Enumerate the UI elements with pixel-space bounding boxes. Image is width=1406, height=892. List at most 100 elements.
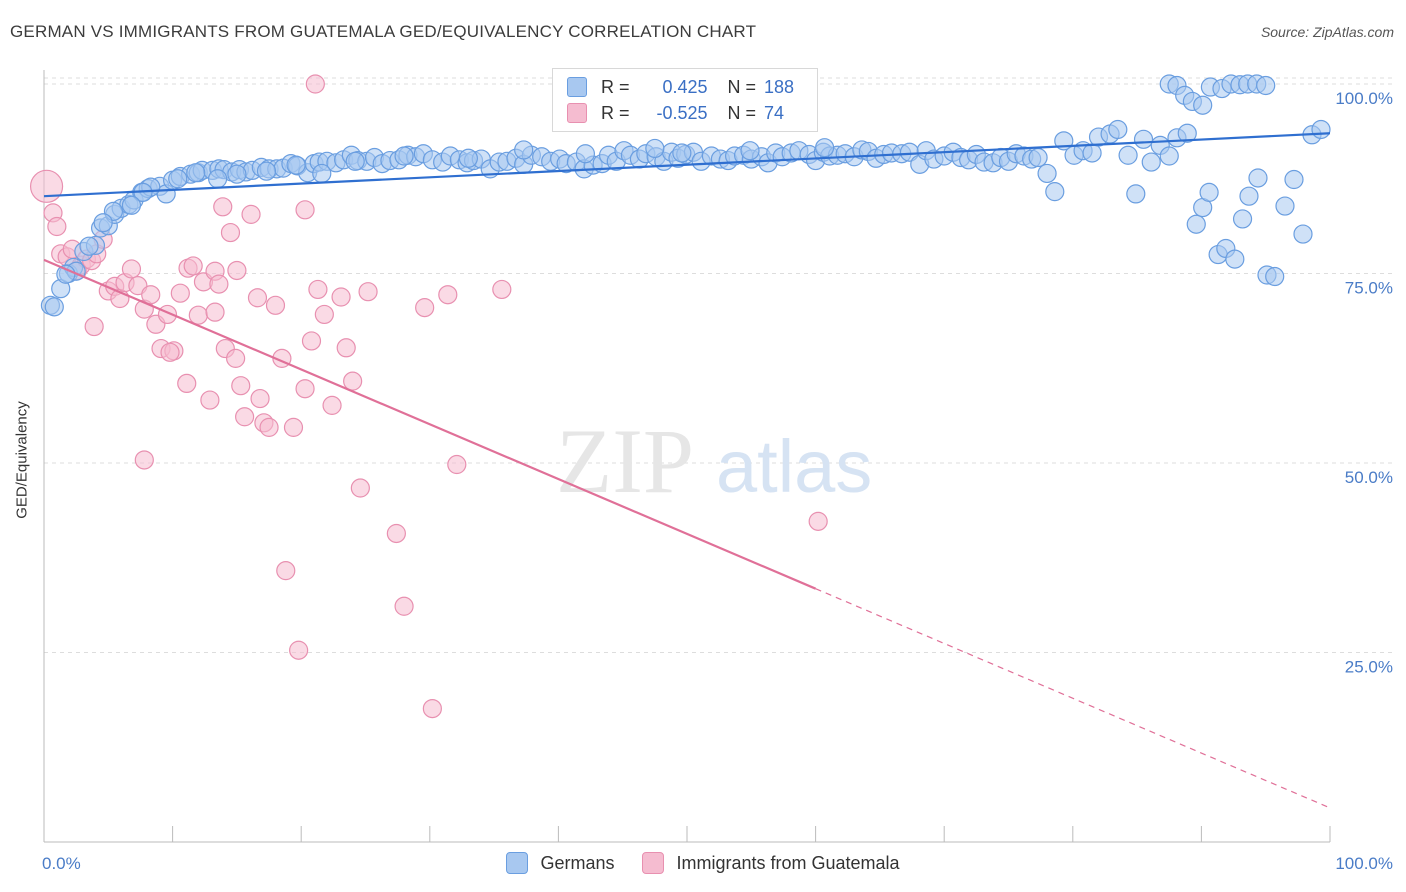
guatemala-point [188, 305, 208, 325]
german-point [345, 151, 365, 171]
guatemala-point [226, 348, 246, 368]
german-point [1256, 75, 1276, 96]
guatemala-point [343, 371, 363, 391]
n-value: 188 [764, 76, 795, 97]
legend-item-guatemala[interactable]: Immigrants from Guatemala [642, 852, 900, 874]
guatemala-point [209, 274, 229, 294]
guatemala-point [295, 379, 315, 399]
german-point [815, 138, 835, 158]
guatemala-point [438, 285, 458, 305]
guatemala-point [170, 283, 190, 303]
trend-line-guatemala-extrapolated [815, 588, 1331, 809]
germans-legend-label: Germans [540, 852, 615, 873]
german-point [1126, 184, 1146, 204]
german-point [186, 163, 206, 183]
guatemala-point [301, 331, 322, 351]
german-point [44, 297, 64, 317]
german-point [227, 164, 247, 184]
german-point [1037, 163, 1057, 184]
guatemala-point [247, 288, 268, 308]
guatemala-legend-label: Immigrants from Guatemala [676, 852, 900, 873]
guatemala-point [276, 561, 296, 581]
guatemala-point [283, 417, 304, 437]
guatemala-point [808, 511, 828, 531]
guatemala-point [47, 216, 67, 237]
german-point [645, 138, 665, 159]
german-point [1293, 224, 1313, 244]
german-point [575, 144, 596, 164]
x-tick-label: 0.0% [42, 854, 81, 873]
guatemala-point [183, 256, 203, 276]
german-point [1159, 146, 1179, 166]
x-tick-label: 100.0% [1335, 854, 1393, 873]
german-point [740, 141, 760, 161]
watermark-atlas: atlas [716, 425, 872, 508]
series-legend: Germans Immigrants from Guatemala [0, 852, 1406, 874]
guatemala-point [308, 279, 328, 300]
guatemala-point [415, 298, 435, 318]
guatemala-point [121, 259, 142, 279]
correlation-legend: R = 0.425 N = 188 R = -0.525 N = 74 [552, 68, 818, 132]
german-point [1232, 209, 1253, 229]
german-point [168, 169, 188, 189]
y-tick-label: 75.0% [1345, 279, 1393, 298]
y-tick-label: 100.0% [1335, 89, 1393, 108]
tick-labels: 25.0% 50.0% 75.0% 100.0% 0.0% 100.0% [42, 89, 1393, 873]
guatemala-point [265, 295, 286, 315]
guatemala-point [336, 338, 356, 358]
r-label: R = [601, 102, 630, 123]
german-point [1045, 182, 1065, 202]
german-point [1133, 129, 1154, 149]
guatemala-point [422, 698, 442, 719]
german-point [1239, 186, 1259, 206]
german-point [1141, 152, 1161, 172]
guatemala-point [305, 74, 325, 94]
guatemala-swatch [567, 103, 587, 123]
german-point [514, 140, 534, 160]
r-value: -0.525 [656, 102, 708, 123]
guatemala-point [29, 169, 64, 203]
germans-legend-swatch [506, 852, 529, 874]
r-label: R = [601, 76, 630, 97]
guatemala-point [235, 407, 255, 427]
trend-lines [43, 132, 1331, 809]
german-point [1284, 169, 1304, 190]
guatemala-point [84, 316, 104, 337]
guatemala-point [250, 388, 270, 409]
german-point [1265, 266, 1285, 287]
guatemala-point [259, 417, 279, 437]
guatemala-point [386, 523, 406, 544]
guatemala-points [29, 74, 828, 719]
guatemala-point [177, 373, 197, 394]
y-tick-label: 25.0% [1345, 658, 1393, 677]
guatemala-point [200, 390, 220, 410]
n-value: 74 [764, 102, 785, 123]
german-point [1028, 147, 1048, 168]
german-point [79, 236, 99, 256]
guatemala-point [213, 197, 233, 217]
guatemala-point [227, 260, 247, 281]
german-point [208, 169, 228, 189]
german-point [1248, 168, 1268, 188]
guatemala-point [447, 454, 467, 475]
r-value: 0.425 [662, 76, 708, 97]
german-point [1082, 143, 1102, 163]
german-point [1118, 145, 1138, 165]
german-point [93, 213, 113, 233]
german-point [458, 148, 478, 168]
legend-item-germans[interactable]: Germans [506, 852, 614, 874]
german-point [1186, 214, 1206, 234]
guatemala-point [492, 279, 512, 300]
trend-line-germans [43, 132, 1331, 198]
guatemala-point [331, 287, 351, 307]
guatemala-point [241, 204, 261, 224]
german-point [56, 264, 76, 284]
german-point [121, 195, 142, 215]
chart-title: GERMAN VS IMMIGRANTS FROM GUATEMALA GED/… [10, 22, 757, 41]
german-point [1311, 119, 1331, 140]
german-point [1225, 249, 1245, 269]
german-point [256, 161, 277, 181]
n-label: N = [727, 76, 757, 97]
guatemala-point [358, 282, 378, 302]
